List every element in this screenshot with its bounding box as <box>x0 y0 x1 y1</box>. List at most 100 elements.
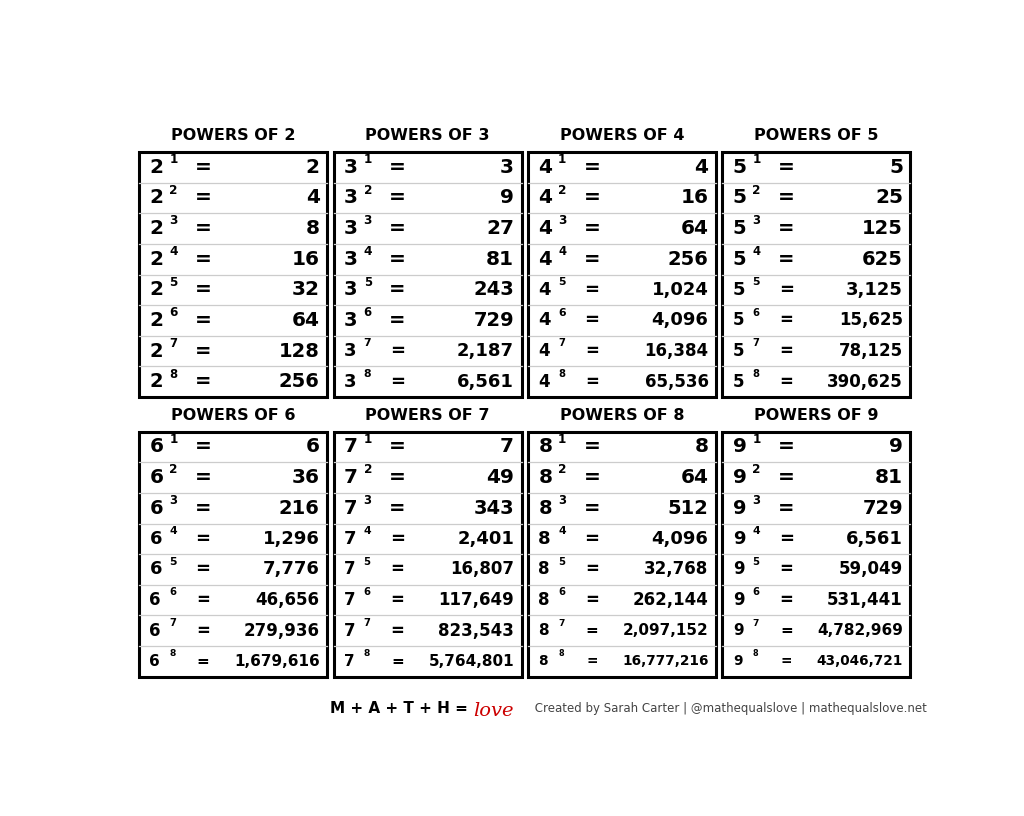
Text: 3: 3 <box>364 215 372 228</box>
Text: =: = <box>779 373 794 391</box>
Text: 1: 1 <box>169 153 177 166</box>
Text: 7: 7 <box>344 499 357 517</box>
Text: =: = <box>389 157 406 177</box>
Text: 16,807: 16,807 <box>451 561 514 579</box>
Text: 25: 25 <box>874 188 903 207</box>
Text: 5: 5 <box>558 277 565 287</box>
Text: 8: 8 <box>539 530 551 548</box>
Text: 5: 5 <box>753 277 760 287</box>
Text: =: = <box>195 468 212 487</box>
Text: POWERS OF 9: POWERS OF 9 <box>755 408 879 423</box>
Text: =: = <box>584 437 600 456</box>
Text: 2: 2 <box>753 463 761 477</box>
Text: =: = <box>778 250 795 268</box>
Text: =: = <box>778 188 795 207</box>
Text: 7: 7 <box>344 654 354 669</box>
Text: =: = <box>585 373 599 391</box>
Text: =: = <box>196 530 211 548</box>
Text: 2,401: 2,401 <box>458 530 514 548</box>
Text: 4: 4 <box>306 188 319 207</box>
Text: 117,649: 117,649 <box>438 591 514 609</box>
Text: 7: 7 <box>364 618 371 628</box>
Text: 3,125: 3,125 <box>846 281 903 299</box>
Bar <box>722 152 910 397</box>
Text: =: = <box>195 188 212 207</box>
Text: 5: 5 <box>733 157 746 177</box>
Text: =: = <box>584 188 600 207</box>
Text: 4: 4 <box>364 526 372 536</box>
Text: 5: 5 <box>733 373 744 391</box>
Bar <box>528 152 716 397</box>
Text: =: = <box>778 157 795 177</box>
Text: POWERS OF 2: POWERS OF 2 <box>171 128 295 144</box>
Text: 9: 9 <box>733 654 742 668</box>
Text: 5: 5 <box>733 250 746 268</box>
Text: =: = <box>195 311 212 330</box>
Text: 6: 6 <box>150 468 164 487</box>
Text: 4: 4 <box>539 250 552 268</box>
Text: =: = <box>779 561 794 579</box>
Text: 8: 8 <box>694 437 709 456</box>
Text: 8: 8 <box>539 499 552 517</box>
Text: 2: 2 <box>150 342 163 361</box>
Text: 390,625: 390,625 <box>827 373 903 391</box>
Text: =: = <box>585 530 599 548</box>
Text: =: = <box>780 623 793 638</box>
Text: 4: 4 <box>558 526 565 536</box>
Text: 128: 128 <box>279 342 319 361</box>
Text: =: = <box>585 591 599 609</box>
Text: =: = <box>195 437 212 456</box>
Text: 32: 32 <box>292 281 319 299</box>
Text: 2: 2 <box>150 372 163 391</box>
Text: 6: 6 <box>306 437 319 456</box>
Text: 2: 2 <box>150 281 164 299</box>
Text: 7: 7 <box>558 339 565 348</box>
Text: 2: 2 <box>150 311 164 330</box>
Text: 5: 5 <box>753 557 760 567</box>
Text: POWERS OF 6: POWERS OF 6 <box>171 408 295 423</box>
Text: 2: 2 <box>150 250 164 268</box>
Text: 2: 2 <box>169 463 177 477</box>
Text: 1: 1 <box>169 432 177 446</box>
Text: 3: 3 <box>753 494 761 507</box>
Text: =: = <box>584 250 600 268</box>
Text: 5: 5 <box>364 557 371 567</box>
Text: 1,679,616: 1,679,616 <box>233 654 319 669</box>
Text: 4,096: 4,096 <box>651 312 709 330</box>
Text: 5,764,801: 5,764,801 <box>428 654 514 669</box>
Text: 2: 2 <box>364 184 372 197</box>
Text: 4: 4 <box>694 157 709 177</box>
Text: 32,768: 32,768 <box>644 561 709 579</box>
Text: 5: 5 <box>169 276 177 289</box>
Text: 4: 4 <box>539 220 552 238</box>
Text: 49: 49 <box>486 468 514 487</box>
Text: 6: 6 <box>364 306 372 319</box>
Text: POWERS OF 5: POWERS OF 5 <box>755 128 879 144</box>
Text: =: = <box>779 281 794 299</box>
Text: 4: 4 <box>753 526 760 536</box>
Text: 7: 7 <box>344 437 357 456</box>
Text: 8: 8 <box>539 623 549 638</box>
Text: 9: 9 <box>501 188 514 207</box>
Text: 65,536: 65,536 <box>644 373 709 391</box>
Text: 16: 16 <box>681 188 709 207</box>
Text: 5: 5 <box>733 342 744 360</box>
Text: 8: 8 <box>753 369 760 379</box>
Text: 3: 3 <box>344 311 357 330</box>
Text: 4: 4 <box>539 373 550 391</box>
Text: 6: 6 <box>169 588 176 597</box>
Text: 256: 256 <box>668 250 709 268</box>
Text: 9: 9 <box>733 468 746 487</box>
Text: 4: 4 <box>753 245 761 258</box>
Text: 5: 5 <box>733 281 745 299</box>
Text: =: = <box>585 281 599 299</box>
Text: 7: 7 <box>558 619 564 628</box>
Text: 9: 9 <box>733 623 743 638</box>
Text: 6: 6 <box>150 654 160 669</box>
Text: 2: 2 <box>558 463 566 477</box>
Text: 2,187: 2,187 <box>457 342 514 360</box>
Text: 3: 3 <box>500 157 514 177</box>
Text: 5: 5 <box>733 312 744 330</box>
Text: POWERS OF 8: POWERS OF 8 <box>560 408 684 423</box>
Text: 8: 8 <box>306 220 319 238</box>
